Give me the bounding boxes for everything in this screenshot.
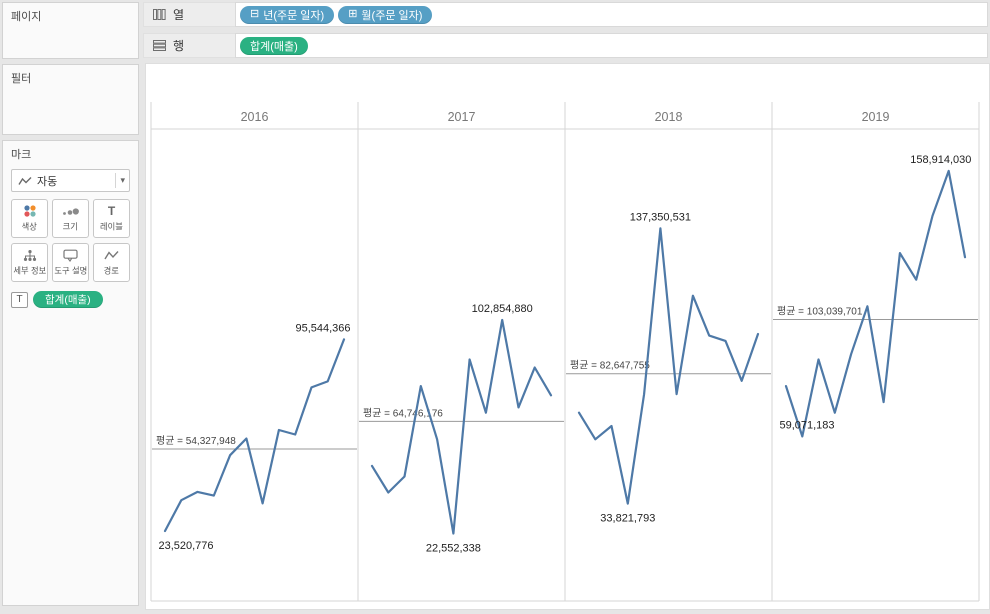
marks-measure-pill-label: 합계(매출) — [45, 294, 91, 306]
value-annotation: 158,914,030 — [910, 154, 971, 166]
path-button[interactable]: 경로 — [93, 243, 130, 282]
marks-card: 마크 자동 ▾ 색상 — [2, 140, 139, 606]
sales-line-2017[interactable] — [370, 318, 553, 535]
pages-title: 페이지 — [11, 11, 42, 23]
average-label: 평균 = 82,647,755 — [570, 360, 650, 372]
text-mark-icon: T — [11, 291, 28, 308]
rows-shelf-header: 행 — [143, 33, 235, 58]
sales-line-2016[interactable] — [163, 338, 346, 533]
sales-measure-pill[interactable]: 합계(매출) — [240, 36, 308, 55]
columns-shelf-header: 열 — [143, 2, 235, 27]
rows-shelf[interactable]: 행 합계(매출) — [143, 33, 988, 58]
sales-pill-label: 합계(매출) — [250, 40, 298, 53]
label-button[interactable]: T 레이블 — [93, 199, 130, 238]
columns-icon — [153, 9, 166, 20]
year-header[interactable]: 2016 — [241, 110, 269, 124]
value-annotation: 33,821,793 — [600, 513, 655, 525]
label-icon: T — [107, 204, 116, 218]
sales-line-2018[interactable] — [577, 227, 760, 505]
detail-icon — [23, 248, 37, 262]
mark-type-dropdown[interactable]: 자동 ▾ — [11, 169, 130, 192]
detail-button[interactable]: 세부 정보 — [11, 243, 48, 282]
columns-shelf-label: 열 — [173, 8, 185, 22]
color-icon — [23, 204, 37, 218]
value-annotation: 59,071,183 — [779, 419, 834, 431]
color-button[interactable]: 색상 — [11, 199, 48, 238]
value-annotation: 137,350,531 — [630, 211, 691, 223]
size-icon — [62, 204, 79, 218]
value-annotation: 23,520,776 — [158, 540, 213, 552]
collapse-icon[interactable]: ⊟ — [250, 8, 260, 20]
filters-shelf[interactable]: 필터 — [2, 64, 139, 135]
chart-canvas[interactable]: 2016 평균 = 54,327,948 23,520,776 95,544,366 2… — [146, 64, 989, 609]
chevron-down-icon[interactable]: ▾ — [115, 173, 129, 188]
year-dimension-pill[interactable]: ⊟ 년(주문 일자) — [240, 5, 335, 24]
marks-pill-row: T 합계(매출) — [11, 291, 130, 308]
tooltip-icon — [63, 248, 78, 262]
year-header[interactable]: 2019 — [862, 110, 890, 124]
filters-title: 필터 — [11, 73, 32, 85]
average-label: 평균 = 103,039,701 — [777, 306, 863, 318]
shelves: 열 ⊟ 년(주문 일자) ⊞ 월(주문 일자) — [143, 2, 988, 60]
value-annotation: 102,854,880 — [472, 303, 533, 315]
year-header[interactable]: 2018 — [655, 110, 683, 124]
year-pill-label: 년(주문 일자) — [263, 9, 325, 22]
line-mark-icon — [18, 174, 32, 188]
marks-measure-pill[interactable]: 합계(매출) — [33, 291, 103, 308]
rows-well[interactable]: 합계(매출) — [235, 33, 988, 58]
average-label: 평균 = 64,746,176 — [363, 407, 443, 419]
rows-icon — [153, 40, 166, 51]
expand-icon[interactable]: ⊞ — [348, 8, 358, 20]
marks-button-grid: 색상 크기 T 레이블 — [11, 199, 130, 282]
month-dimension-pill[interactable]: ⊞ 월(주문 일자) — [338, 5, 433, 24]
sales-line-2019[interactable] — [784, 169, 967, 438]
rows-shelf-label: 행 — [173, 39, 185, 53]
marks-title: 마크 — [11, 149, 32, 161]
tooltip-button[interactable]: 도구 설명 — [52, 243, 89, 282]
value-annotation: 95,544,366 — [295, 322, 350, 334]
average-label: 평균 = 54,327,948 — [156, 435, 236, 447]
chart-area: 2016 평균 = 54,327,948 23,520,776 95,544,366 2… — [145, 63, 990, 610]
value-annotation: 22,552,338 — [426, 543, 481, 555]
year-header[interactable]: 2017 — [448, 110, 476, 124]
columns-shelf[interactable]: 열 ⊟ 년(주문 일자) ⊞ 월(주문 일자) — [143, 2, 988, 27]
path-icon — [104, 248, 119, 262]
size-button[interactable]: 크기 — [52, 199, 89, 238]
columns-well[interactable]: ⊟ 년(주문 일자) ⊞ 월(주문 일자) — [235, 2, 988, 27]
pages-shelf[interactable]: 페이지 — [2, 2, 139, 59]
mark-type-value: 자동 — [37, 175, 58, 188]
month-pill-label: 월(주문 일자) — [361, 9, 423, 22]
